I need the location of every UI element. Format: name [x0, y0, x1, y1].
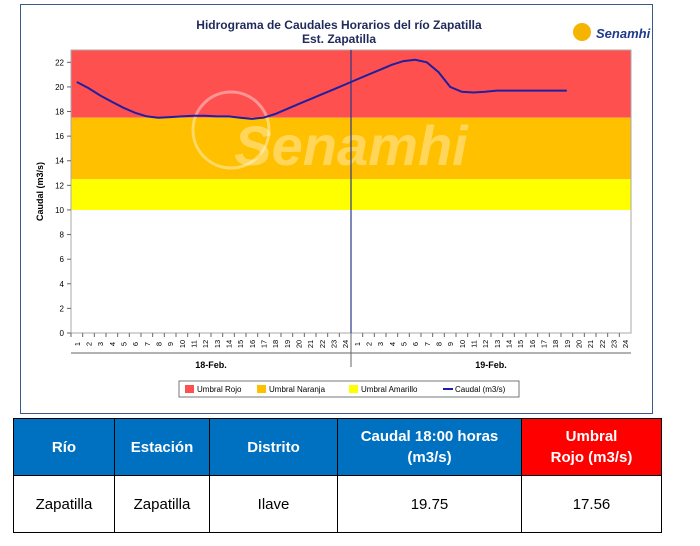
y-tick-label: 6 — [60, 255, 65, 264]
y-tick-label: 0 — [60, 329, 65, 338]
legend-label-3: Caudal (m3/s) — [455, 385, 506, 394]
legend-swatch-2 — [349, 385, 358, 393]
day-label: 19-Feb. — [475, 360, 507, 370]
cell-caudal: 19.75 — [337, 475, 522, 533]
x-tick-label: 4 — [388, 342, 397, 346]
x-tick-label: 17 — [540, 340, 549, 348]
x-tick-label: 8 — [155, 342, 164, 346]
day-label: 18-Feb. — [195, 360, 227, 370]
x-tick-label: 17 — [260, 340, 269, 348]
legend-label-2: Umbral Amarillo — [361, 385, 418, 394]
x-tick-label: 10 — [178, 340, 187, 348]
y-tick-label: 12 — [55, 181, 64, 190]
header-umbral-rojo: Umbral Rojo (m3/s) — [521, 418, 662, 476]
x-tick-label: 13 — [213, 340, 222, 348]
cell-estacion: Zapatilla — [114, 475, 210, 533]
watermark-text: Senamhi — [234, 114, 469, 177]
x-tick-label: 9 — [446, 342, 455, 346]
x-tick-label: 4 — [108, 342, 117, 346]
x-tick-label: 9 — [166, 342, 175, 346]
y-tick-label: 18 — [55, 108, 64, 117]
x-tick-label: 15 — [516, 340, 525, 348]
table-header-row: Río Estación Distrito Caudal 18:00 horas… — [13, 418, 662, 476]
legend-label-0: Umbral Rojo — [197, 385, 242, 394]
y-tick-label: 2 — [60, 304, 65, 313]
x-tick-label: 20 — [295, 340, 304, 348]
header-rio: Río — [13, 418, 115, 476]
x-tick-label: 22 — [318, 340, 327, 348]
y-tick-label: 4 — [60, 280, 65, 289]
legend-swatch-0 — [185, 385, 194, 393]
x-tick-label: 15 — [236, 340, 245, 348]
header-umbral-label: Umbral Rojo (m3/s) — [550, 428, 633, 466]
x-tick-label: 1 — [73, 342, 82, 346]
x-tick-label: 16 — [528, 340, 537, 348]
x-tick-label: 24 — [621, 340, 630, 348]
x-tick-label: 16 — [248, 340, 257, 348]
x-tick-label: 1 — [353, 342, 362, 346]
x-tick-label: 20 — [575, 340, 584, 348]
cell-umbral-rojo: 17.56 — [521, 475, 662, 533]
header-caudal: Caudal 18:00 horas (m3/s) — [337, 418, 522, 476]
x-tick-label: 12 — [201, 340, 210, 348]
cell-distrito: Ilave — [209, 475, 338, 533]
x-tick-label: 24 — [341, 340, 350, 348]
y-tick-label: 22 — [55, 58, 64, 67]
x-tick-label: 2 — [85, 342, 94, 346]
header-rio-label: Río — [51, 438, 77, 456]
x-tick-label: 7 — [143, 342, 152, 346]
x-tick-label: 5 — [120, 342, 129, 346]
x-tick-label: 19 — [283, 340, 292, 348]
y-axis-label: Caudal (m3/s) — [35, 162, 45, 221]
x-tick-label: 6 — [411, 342, 420, 346]
x-tick-label: 23 — [610, 340, 619, 348]
header-estacion-label: Estación — [130, 438, 194, 456]
x-tick-label: 23 — [330, 340, 339, 348]
x-tick-label: 10 — [458, 340, 467, 348]
chart-subtitle: Est. Zapatilla — [302, 32, 376, 46]
summary-table: Río Estación Distrito Caudal 18:00 horas… — [13, 418, 662, 533]
x-tick-label: 3 — [376, 342, 385, 346]
x-tick-label: 11 — [470, 340, 479, 348]
table-row: Zapatilla Zapatilla Ilave 19.75 17.56 — [13, 475, 662, 533]
y-tick-label: 20 — [55, 83, 64, 92]
y-tick-label: 10 — [55, 206, 64, 215]
y-tick-label: 14 — [55, 157, 64, 166]
watermark-sun-icon — [191, 90, 271, 170]
series-line-caudal — [76, 58, 567, 120]
chart-title: Hidrograma de Caudales Horarios del río … — [196, 18, 482, 32]
x-tick-label: 14 — [505, 340, 514, 348]
x-tick-label: 6 — [131, 342, 140, 346]
header-caudal-label: Caudal 18:00 horas (m3/s) — [360, 428, 499, 466]
x-tick-label: 5 — [400, 342, 409, 346]
x-tick-label: 18 — [551, 340, 560, 348]
header-estacion: Estación — [114, 418, 210, 476]
header-distrito: Distrito — [209, 418, 338, 476]
chart-frame: Senamhi 0 2 4 6 8 10 12 14 16 18 20 22 Caudal (m3/s) 1… — [20, 4, 653, 414]
x-tick-label: 2 — [365, 342, 374, 346]
x-tick-label: 13 — [493, 340, 502, 348]
legend-label-1: Umbral Naranja — [269, 385, 326, 394]
cell-rio: Zapatilla — [13, 475, 115, 533]
header-distrito-label: Distrito — [247, 438, 300, 456]
x-tick-label: 11 — [190, 340, 199, 348]
x-tick-label: 18 — [271, 340, 280, 348]
x-tick-label: 21 — [306, 340, 315, 348]
y-tick-label: 16 — [55, 132, 64, 141]
logo-sun-icon — [573, 23, 591, 41]
logo-text: Senamhi — [596, 26, 651, 41]
legend-swatch-1 — [257, 385, 266, 393]
x-tick-label: 8 — [435, 342, 444, 346]
x-tick-label: 19 — [563, 340, 572, 348]
x-tick-label: 14 — [225, 340, 234, 348]
y-tick-label: 8 — [60, 231, 65, 240]
x-tick-label: 7 — [423, 342, 432, 346]
x-tick-label: 12 — [481, 340, 490, 348]
x-tick-label: 3 — [96, 342, 105, 346]
x-tick-label: 21 — [586, 340, 595, 348]
x-tick-label: 22 — [598, 340, 607, 348]
